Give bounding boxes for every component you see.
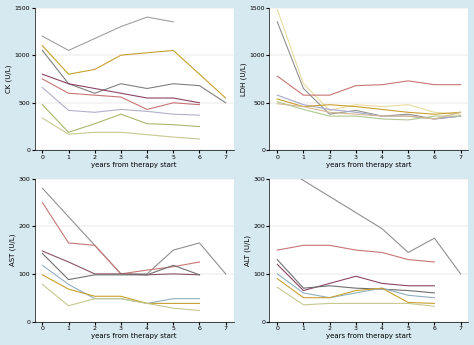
X-axis label: years from therapy start: years from therapy start xyxy=(326,162,412,168)
Y-axis label: LDH (U/L): LDH (U/L) xyxy=(240,62,247,96)
Y-axis label: CK (U/L): CK (U/L) xyxy=(6,65,12,93)
Y-axis label: ALT (U/L): ALT (U/L) xyxy=(244,235,251,266)
X-axis label: years from therapy start: years from therapy start xyxy=(91,334,177,339)
Y-axis label: AST (U/L): AST (U/L) xyxy=(9,234,16,266)
X-axis label: years from therapy start: years from therapy start xyxy=(326,334,412,339)
X-axis label: years from therapy start: years from therapy start xyxy=(91,162,177,168)
